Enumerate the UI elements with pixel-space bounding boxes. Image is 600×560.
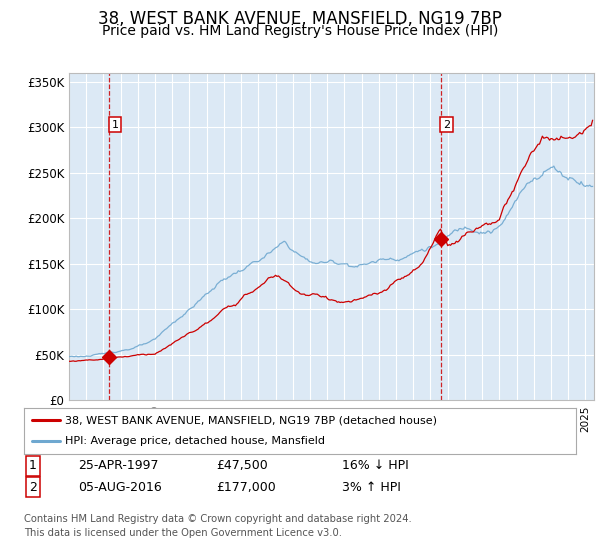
Text: 16% ↓ HPI: 16% ↓ HPI (342, 459, 409, 473)
Text: 1: 1 (112, 120, 119, 130)
Text: 25-APR-1997: 25-APR-1997 (78, 459, 158, 473)
Text: 3% ↑ HPI: 3% ↑ HPI (342, 480, 401, 494)
Text: 1: 1 (29, 459, 37, 473)
Text: Contains HM Land Registry data © Crown copyright and database right 2024.: Contains HM Land Registry data © Crown c… (24, 514, 412, 524)
Text: HPI: Average price, detached house, Mansfield: HPI: Average price, detached house, Mans… (65, 436, 325, 446)
Text: 05-AUG-2016: 05-AUG-2016 (78, 480, 162, 494)
Text: 38, WEST BANK AVENUE, MANSFIELD, NG19 7BP: 38, WEST BANK AVENUE, MANSFIELD, NG19 7B… (98, 10, 502, 28)
Text: This data is licensed under the Open Government Licence v3.0.: This data is licensed under the Open Gov… (24, 528, 342, 538)
Text: 2: 2 (29, 480, 37, 494)
Text: Price paid vs. HM Land Registry's House Price Index (HPI): Price paid vs. HM Land Registry's House … (102, 24, 498, 38)
Text: 2: 2 (443, 120, 451, 130)
Text: £177,000: £177,000 (216, 480, 276, 494)
Text: £47,500: £47,500 (216, 459, 268, 473)
Text: 38, WEST BANK AVENUE, MANSFIELD, NG19 7BP (detached house): 38, WEST BANK AVENUE, MANSFIELD, NG19 7B… (65, 415, 437, 425)
